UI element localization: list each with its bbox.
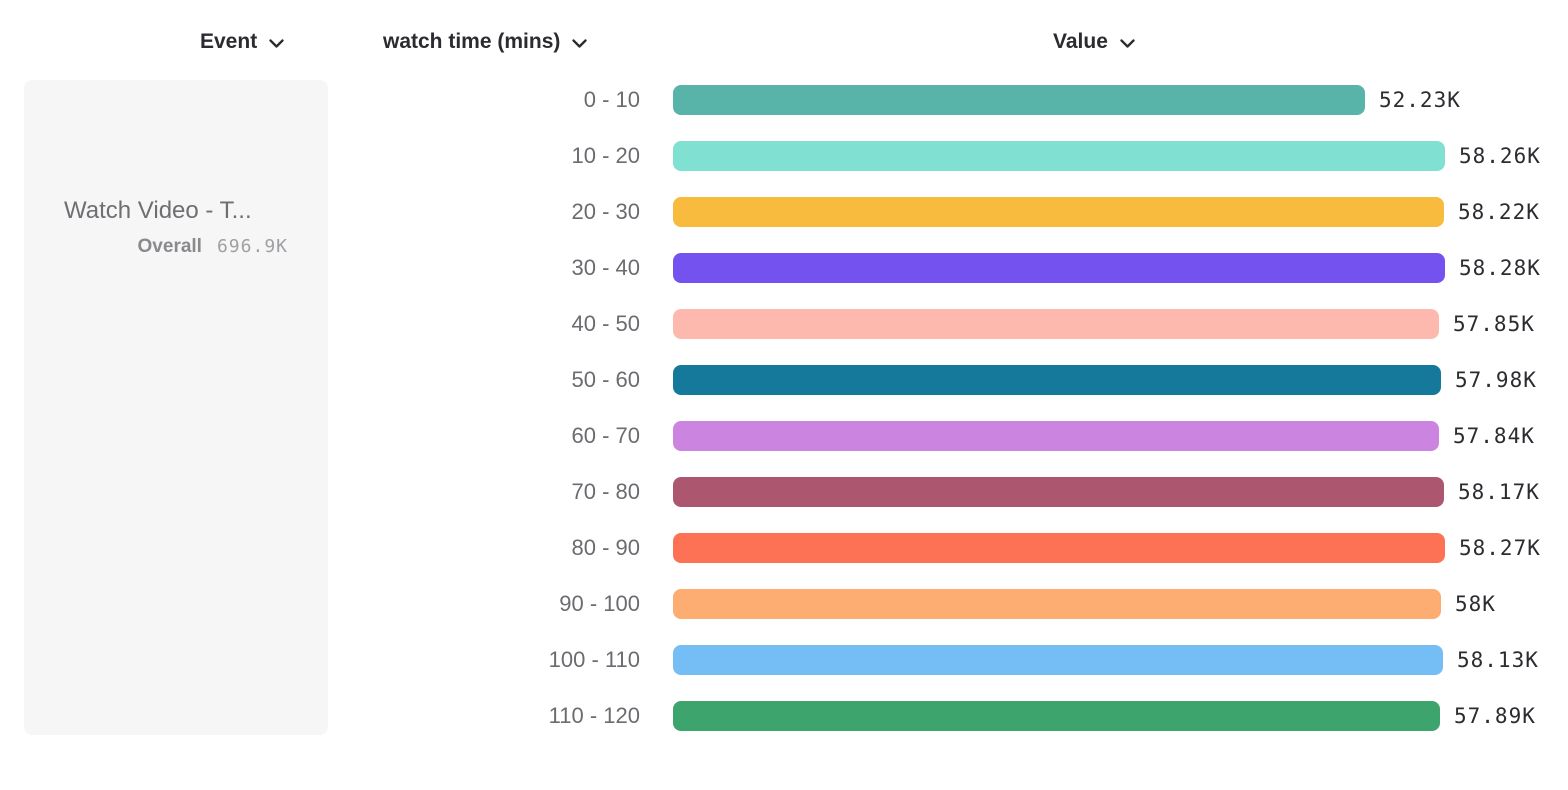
bar[interactable] bbox=[673, 365, 1441, 395]
bar-rows: 0 - 10 52.23K 10 - 20 58.26K 20 - 30 58.… bbox=[0, 72, 1568, 744]
bar[interactable] bbox=[673, 197, 1444, 227]
bar-row: 60 - 70 57.84K bbox=[0, 408, 1568, 464]
value-column-header[interactable]: Value bbox=[1053, 26, 1135, 58]
bar[interactable] bbox=[673, 477, 1444, 507]
bar-value: 58K bbox=[1455, 592, 1496, 616]
bin-label: 60 - 70 bbox=[571, 423, 641, 448]
breakdown-column-label: watch time (mins) bbox=[383, 30, 561, 53]
bar[interactable] bbox=[673, 253, 1445, 283]
bar-value: 52.23K bbox=[1379, 88, 1461, 112]
bar-row: 90 - 100 58K bbox=[0, 576, 1568, 632]
bin-label: 90 - 100 bbox=[559, 591, 640, 616]
bar[interactable] bbox=[673, 141, 1445, 171]
bin-label: 30 - 40 bbox=[571, 255, 641, 280]
bar-row: 50 - 60 57.98K bbox=[0, 352, 1568, 408]
bin-label: 50 - 60 bbox=[571, 367, 641, 392]
event-name: Watch Video - T... bbox=[64, 197, 252, 224]
bar-value: 58.27K bbox=[1459, 536, 1541, 560]
bar-row: 80 - 90 58.27K bbox=[0, 520, 1568, 576]
bar-row: 110 - 120 57.89K bbox=[0, 688, 1568, 744]
bin-label: 40 - 50 bbox=[571, 311, 641, 336]
bar-value: 57.85K bbox=[1453, 312, 1535, 336]
bar-row: 40 - 50 57.85K bbox=[0, 296, 1568, 352]
bar[interactable] bbox=[673, 645, 1443, 675]
value-column-label: Value bbox=[1053, 30, 1108, 53]
bar-row: 70 - 80 58.17K bbox=[0, 464, 1568, 520]
overall-label: Overall bbox=[137, 236, 202, 257]
event-overall-row: Overall 696.9K bbox=[138, 236, 288, 258]
bar-value: 58.22K bbox=[1458, 200, 1540, 224]
bar-value: 57.98K bbox=[1455, 368, 1537, 392]
event-column-label: Event bbox=[200, 30, 258, 53]
bar-row: 10 - 20 58.26K bbox=[0, 128, 1568, 184]
bar[interactable] bbox=[673, 421, 1439, 451]
event-column-header[interactable]: Event bbox=[200, 26, 284, 58]
bar[interactable] bbox=[673, 701, 1440, 731]
bar-row: 20 - 30 58.22K bbox=[0, 184, 1568, 240]
chevron-down-icon bbox=[572, 39, 588, 48]
bar-value: 58.13K bbox=[1457, 648, 1539, 672]
bar-value: 58.17K bbox=[1458, 480, 1540, 504]
bin-label: 100 - 110 bbox=[548, 647, 640, 672]
bar-row: 100 - 110 58.13K bbox=[0, 632, 1568, 688]
breakdown-column-header[interactable]: watch time (mins) bbox=[383, 26, 588, 58]
bar[interactable] bbox=[673, 589, 1441, 619]
bar[interactable] bbox=[673, 533, 1445, 563]
bar[interactable] bbox=[673, 309, 1439, 339]
bin-label: 110 - 120 bbox=[548, 703, 640, 728]
bar[interactable] bbox=[673, 85, 1365, 115]
bin-label: 80 - 90 bbox=[571, 535, 641, 560]
chevron-down-icon bbox=[269, 39, 284, 48]
bar-value: 58.26K bbox=[1459, 144, 1541, 168]
bin-label: 0 - 10 bbox=[583, 87, 640, 112]
bar-value: 57.89K bbox=[1454, 704, 1536, 728]
bar-value: 58.28K bbox=[1459, 256, 1541, 280]
event-card[interactable]: Watch Video - T... Overall 696.9K bbox=[24, 80, 328, 735]
bin-label: 20 - 30 bbox=[571, 199, 641, 224]
bin-label: 10 - 20 bbox=[571, 143, 641, 168]
bar-value: 57.84K bbox=[1453, 424, 1535, 448]
bar-row: 0 - 10 52.23K bbox=[0, 72, 1568, 128]
bin-label: 70 - 80 bbox=[571, 479, 641, 504]
bar-row: 30 - 40 58.28K bbox=[0, 240, 1568, 296]
chevron-down-icon bbox=[1120, 39, 1135, 48]
bar-chart: 0 - 10 52.23K 10 - 20 58.26K 20 - 30 58.… bbox=[0, 72, 1568, 744]
overall-value: 696.9K bbox=[216, 236, 288, 257]
